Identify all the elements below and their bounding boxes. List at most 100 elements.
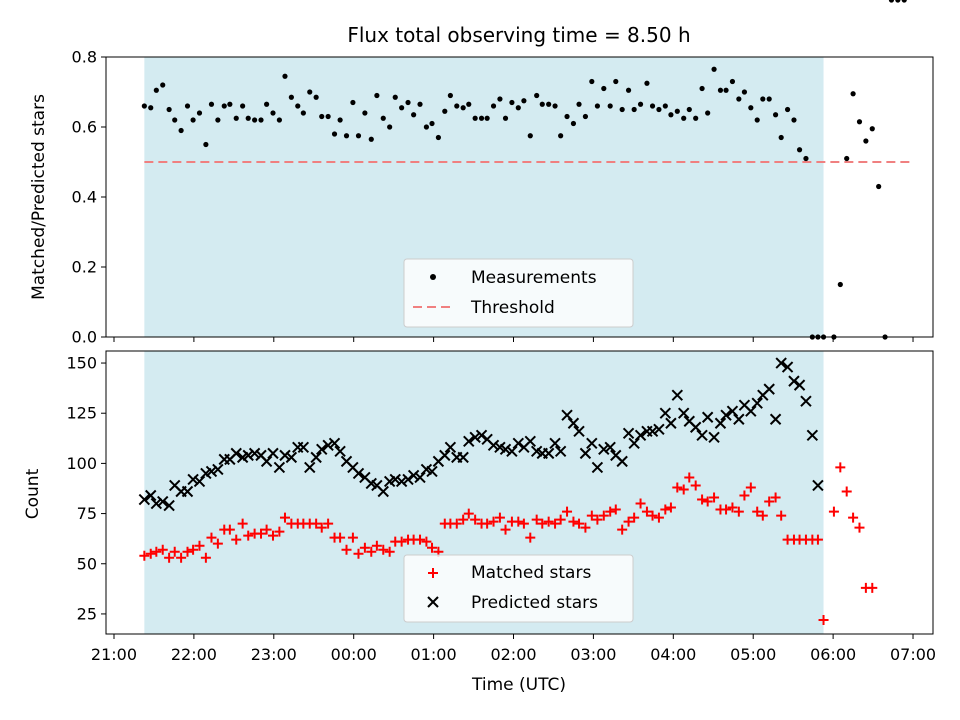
measurement-point: [613, 78, 619, 85]
matched-star-point: [188, 544, 199, 555]
predicted-star-point: [469, 431, 481, 444]
matched-star-point: [610, 504, 621, 515]
measurement-point: [888, 0, 895, 3]
matched-star-point: [139, 550, 150, 561]
measurement-point: [478, 115, 485, 121]
top-ytick-label: 0.0: [72, 328, 97, 347]
measurement-point: [423, 124, 430, 130]
matched-star-point: [678, 484, 689, 495]
predicted-star-point: [248, 447, 261, 460]
legend-predicted-marker: [427, 596, 439, 608]
matched-star-point: [702, 496, 713, 507]
predicted-star-point: [720, 409, 732, 421]
chart-title: Flux total observing time = 8.50 h: [347, 23, 690, 47]
matched-star-point: [279, 512, 290, 523]
measurement-points: [141, 0, 907, 340]
predicted-star-point: [701, 411, 714, 423]
matched-star-point: [224, 524, 235, 535]
matched-star-point: [176, 552, 187, 563]
bottom-xtick-label: 03:00: [570, 645, 616, 664]
measurement-point: [631, 106, 637, 113]
measurement-point: [288, 94, 294, 100]
legend-matched-marker: [428, 568, 438, 578]
measurement-point: [264, 101, 270, 107]
measurement-point: [844, 155, 850, 162]
legend-threshold-label: Threshold: [470, 298, 555, 318]
top-y-axis: 0.0 0.2 0.4 0.6 0.8: [72, 48, 106, 347]
predicted-star-point: [763, 383, 775, 395]
measurement-point: [337, 117, 343, 123]
legend-measurements-label: Measurements: [471, 268, 597, 288]
legend-predicted-label: Predicted stars: [471, 593, 598, 613]
predicted-star-point: [604, 441, 616, 454]
matched-star-point: [366, 546, 377, 557]
measurement-point: [515, 105, 521, 111]
measurement-point: [484, 115, 490, 121]
predicted-star-point: [499, 443, 512, 456]
predicted-star-point: [616, 455, 628, 468]
predicted-star-point: [586, 437, 598, 450]
predicted-star-point: [352, 467, 365, 480]
matched-star-point: [574, 518, 585, 529]
measurement-point: [791, 117, 797, 123]
predicted-star-point: [395, 475, 408, 488]
measurement-point: [417, 101, 423, 107]
measurement-point: [772, 112, 779, 118]
matched-star-point: [690, 480, 701, 491]
bottom-axes-frame: [105, 350, 934, 635]
measurement-point: [392, 94, 398, 100]
matched-star-point: [835, 462, 846, 473]
matched-star-point: [660, 504, 671, 515]
matched-stars-points: [139, 462, 878, 625]
bottom-xtick-label: 23:00: [251, 645, 297, 664]
matched-star-point: [752, 506, 763, 517]
predicted-star-point: [377, 485, 389, 498]
measurement-point: [313, 94, 319, 100]
predicted-star-point: [402, 473, 414, 486]
predicted-star-point: [181, 485, 194, 498]
matched-star-point: [562, 506, 573, 517]
predicted-star-point: [426, 465, 438, 478]
bottom-xtick-label: 05:00: [730, 645, 776, 664]
predicted-star-point: [506, 445, 518, 458]
predicted-star-point: [212, 463, 224, 476]
predicted-star-point: [328, 437, 341, 450]
measurement-point: [282, 73, 288, 79]
predicted-star-point: [554, 445, 567, 458]
measurement-point: [607, 103, 613, 109]
matched-star-point: [709, 492, 720, 503]
measurement-point: [343, 133, 350, 139]
measurement-point: [784, 106, 791, 113]
measurement-point: [552, 103, 558, 109]
matched-star-point: [776, 510, 787, 521]
measurement-point: [380, 115, 386, 121]
matched-star-point: [727, 502, 738, 513]
measurement-point: [681, 115, 687, 121]
measurement-point: [637, 101, 644, 107]
predicted-star-point: [316, 443, 328, 456]
predicted-star-point: [561, 409, 573, 421]
predicted-star-point: [487, 439, 500, 452]
top-legend: Measurements Threshold: [403, 258, 634, 328]
matched-star-point: [854, 522, 865, 533]
measurement-point: [387, 124, 393, 130]
measurement-point: [148, 105, 154, 111]
matched-star-point: [421, 536, 432, 547]
measurement-point: [153, 87, 159, 93]
predicted-star-point: [444, 441, 457, 454]
matched-star-point: [828, 506, 839, 517]
measurement-point: [850, 91, 856, 97]
matched-star-point: [378, 544, 389, 555]
measurement-point: [796, 147, 803, 153]
predicted-star-point: [138, 493, 151, 506]
predicted-star-point: [598, 443, 610, 456]
bottom-legend: Matched stars Predicted stars: [403, 554, 634, 623]
bottom-ytick-label: 25: [77, 604, 97, 623]
matched-star-point: [359, 542, 370, 553]
matched-star-point: [580, 522, 591, 533]
predicted-star-point: [646, 425, 659, 437]
measurement-point: [160, 82, 166, 88]
matched-star-point: [513, 516, 524, 527]
matched-star-point: [335, 532, 346, 543]
